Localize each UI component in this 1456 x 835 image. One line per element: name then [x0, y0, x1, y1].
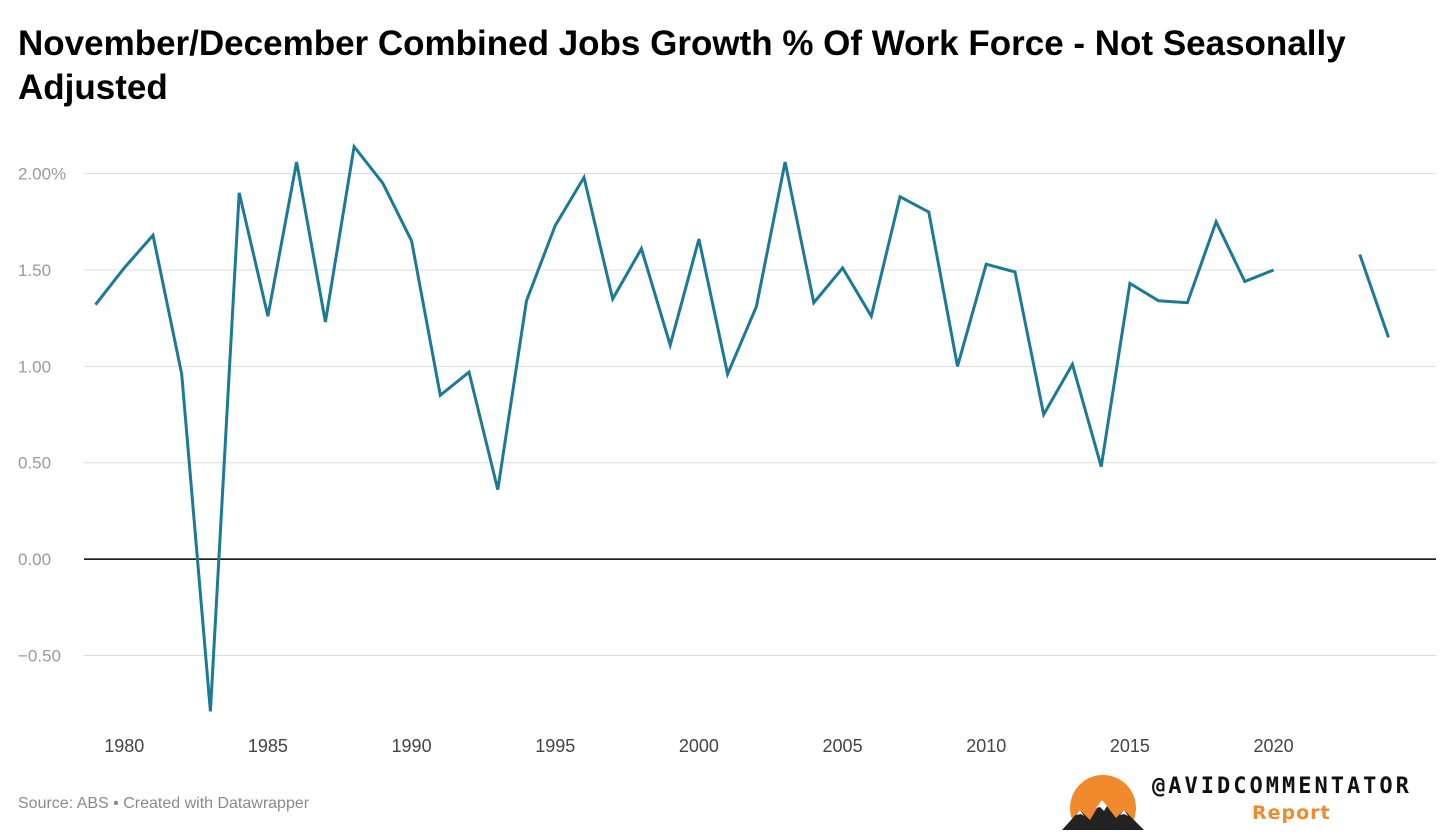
y-tick-label-5: −0.50	[18, 647, 61, 666]
y-tick-label-0: 2.00%	[18, 165, 66, 184]
x-tick-label-0: 1980	[104, 736, 144, 756]
y-axis-ticks: 2.00% 1.50 1.00 0.50 0.00 −0.50	[18, 165, 66, 666]
y-tick-label-4: 0.00	[18, 550, 51, 569]
x-tick-label-7: 2015	[1110, 736, 1150, 756]
x-tick-label-5: 2005	[823, 736, 863, 756]
y-tick-label-3: 0.50	[18, 454, 51, 473]
chart-title: November/December Combined Jobs Growth %…	[18, 24, 1346, 107]
x-tick-label-8: 2020	[1254, 736, 1294, 756]
series-0-line-segment-1	[1358, 254, 1390, 338]
y-tick-label-1: 1.50	[18, 261, 51, 280]
series-0-line-segment-0	[94, 142, 1275, 712]
brand-handle: @AVIDCOMMENTATOR	[1152, 774, 1412, 799]
y-gridlines	[84, 173, 1436, 657]
x-axis-ticks: 1980 1985 1990 1995 2000 2005 2010 2015 2020	[104, 736, 1293, 756]
brand-subtitle: Report	[1252, 802, 1331, 824]
series-lines	[94, 142, 1390, 712]
brand-block: @AVIDCOMMENTATOR Report	[1060, 770, 1450, 834]
y-tick-label-2: 1.00	[18, 357, 51, 376]
x-tick-label-3: 1995	[535, 736, 575, 756]
mountain-sun-logo-icon	[1060, 775, 1146, 834]
x-tick-label-4: 2000	[679, 736, 719, 756]
x-tick-label-2: 1990	[392, 736, 432, 756]
source-note: Source: ABS • Created with Datawrapper	[18, 795, 310, 812]
x-tick-label-6: 2010	[966, 736, 1006, 756]
x-tick-label-1: 1985	[248, 736, 288, 756]
line-chart: 2.00%1.501.000.500.00−0.50 1980 1985 1990 1…	[18, 142, 1436, 756]
